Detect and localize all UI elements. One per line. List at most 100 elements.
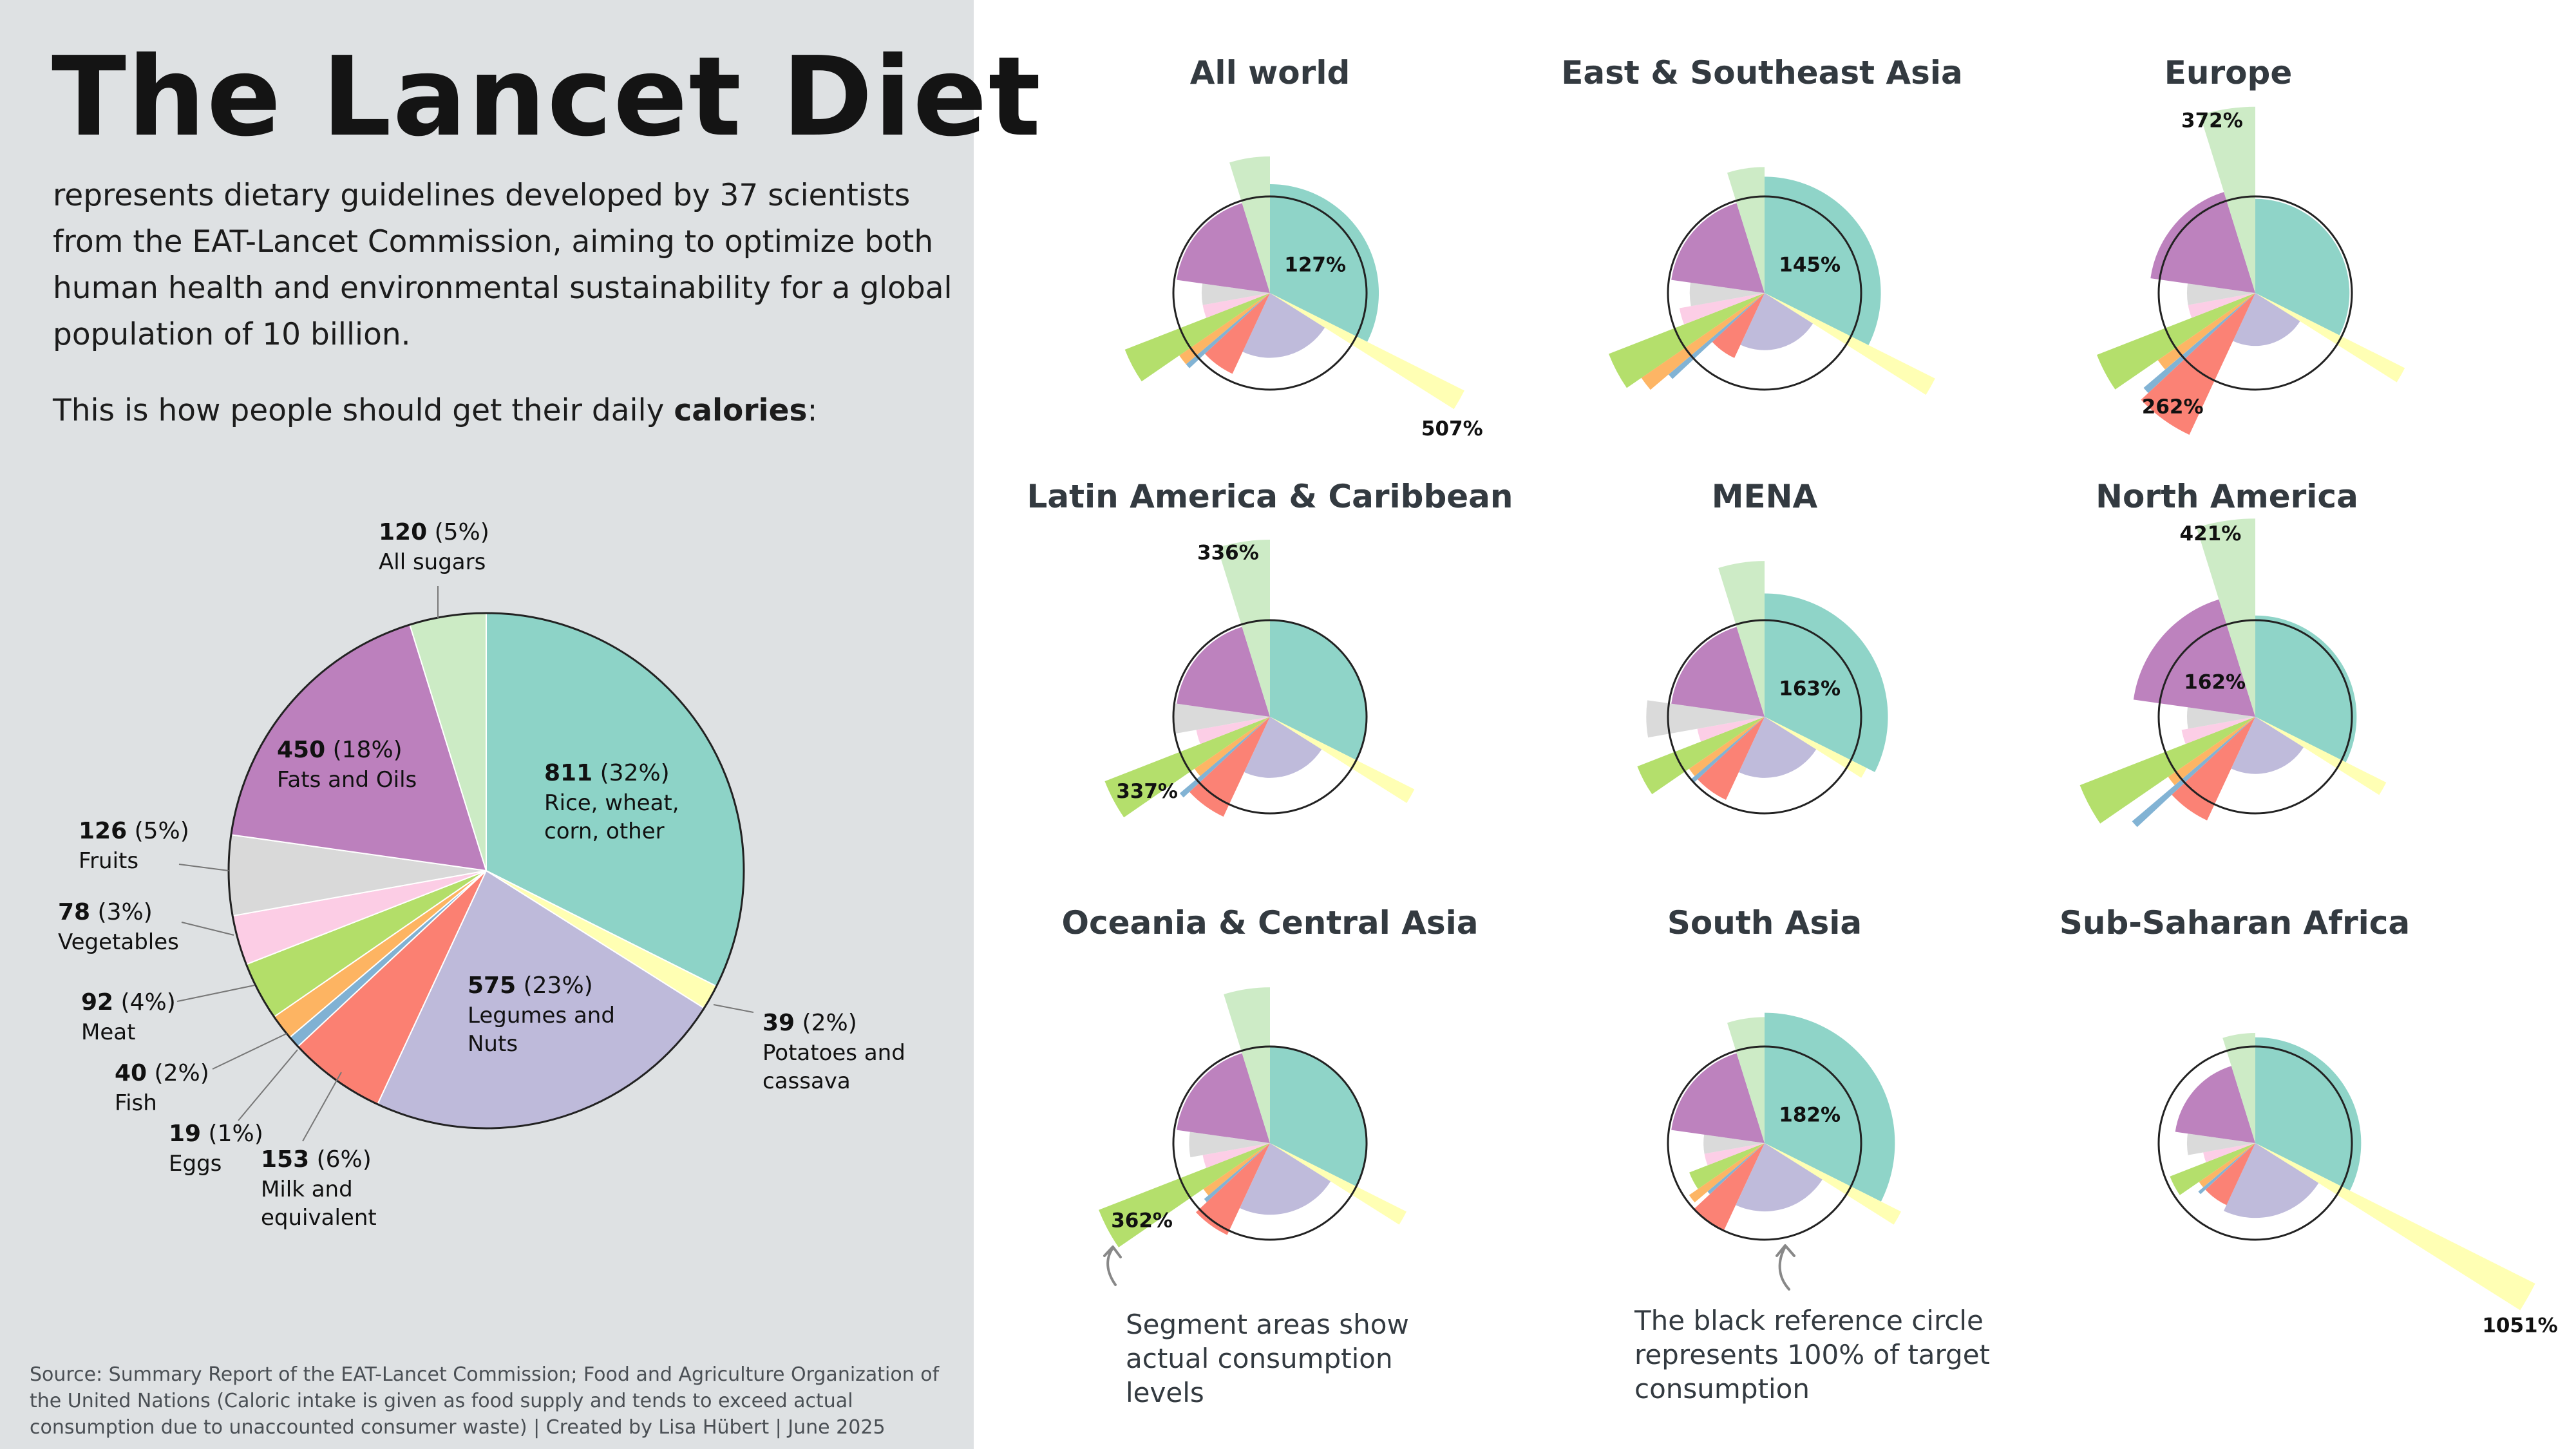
segment-meat [1637, 717, 1765, 795]
segment-eggs [2132, 717, 2255, 828]
reference-circle [1172, 1045, 1368, 1241]
segment-meat [1124, 293, 1270, 382]
slice-kcal-potatoes: 39 [762, 1010, 795, 1036]
slice-value-label-legumes: 575 (23%) [468, 972, 593, 999]
slice-name-line: Fish [115, 1090, 157, 1116]
segment-potatoes [2255, 717, 2387, 795]
arrow-reference-circle [1778, 1245, 1790, 1291]
segment-meat [1099, 1143, 1270, 1247]
arrowhead-segment-areas [1103, 1245, 1122, 1258]
segment-vegetables [1202, 293, 1270, 318]
region-title: Oceania & Central Asia [1061, 904, 1478, 942]
region-title: Europe [2164, 54, 2292, 91]
segment-eggs [1707, 1143, 1765, 1195]
segment-legumes [1739, 717, 1817, 778]
segment-fruits [1689, 282, 1765, 307]
segment-potatoes [1270, 717, 1415, 803]
reference-circle [2157, 1045, 2353, 1241]
segment-fish [1194, 717, 1270, 777]
segment-sugars [2196, 518, 2255, 717]
source-note: Source: Summary Report of the EAT-Lancet… [30, 1363, 940, 1439]
segment-fruits [1201, 283, 1270, 305]
slice-kcal-vegetables: 78 [58, 899, 90, 925]
segment-milk [1196, 1143, 1270, 1235]
segment-fruits [1703, 1134, 1765, 1154]
segment-grains [1270, 620, 1367, 761]
slice-name-line: corn, other [544, 819, 665, 844]
region-chart-mena: MENA 163% [1637, 478, 1888, 815]
segment-milk [1694, 1143, 1765, 1231]
slice-value-label-milk: 153 (6%) [261, 1146, 372, 1173]
percent-label-grains: 182% [1779, 1104, 1841, 1127]
segment-eggs [1690, 717, 1765, 783]
segment-legumes [1242, 293, 1325, 358]
segment-vegetables [1202, 1143, 1270, 1168]
segment-eggs [1186, 293, 1270, 368]
segment-milk [1204, 293, 1270, 374]
segment-fish [2157, 293, 2255, 370]
segment-fish [1689, 1143, 1765, 1203]
leader-line-potatoes [713, 1004, 754, 1013]
percent-label-grains: 145% [1779, 254, 1841, 277]
segment-fats [1177, 1053, 1270, 1143]
region-chart-oceania-central-asia: Oceania & Central Asia 362% [1061, 904, 1479, 1247]
leader-line-vegetables [181, 922, 234, 936]
reference-circle [1172, 195, 1368, 391]
slice-name-line: Milk and [261, 1177, 353, 1202]
slice-value-label-eggs: 19 (1%) [169, 1121, 263, 1147]
segment-fruits [1173, 703, 1270, 734]
slice-pct-grains: (32%) [592, 760, 670, 786]
slice-pct-milk: (6%) [309, 1146, 372, 1173]
slice-value-label-vegetables: 78 (3%) [58, 899, 153, 925]
segment-eggs [1179, 717, 1270, 798]
segment-legumes [1740, 293, 1813, 350]
segment-meat [2097, 293, 2255, 390]
slice-name-line: Vegetables [58, 929, 179, 955]
segment-fish [1203, 1143, 1270, 1196]
percent-label-milk: 262% [2142, 395, 2204, 419]
segment-meat [1609, 293, 1765, 388]
slice-kcal-fruits: 126 [79, 818, 127, 844]
segment-fats [1671, 627, 1765, 717]
segment-potatoes [1765, 293, 1935, 395]
segment-grains [1765, 593, 1888, 772]
segment-grains [2255, 198, 2350, 336]
region-title: North America [2096, 478, 2358, 515]
slice-value-label-fats: 450 (18%) [277, 737, 402, 763]
slice-name-line: Nuts [468, 1031, 518, 1057]
region-chart-latin-america-caribbean: Latin America & Caribbean 336% 337% [1027, 478, 1513, 818]
region-chart-europe: Europe 372% 262% [2097, 54, 2405, 435]
segment-fish [1179, 293, 1270, 365]
segment-fish [1689, 717, 1765, 777]
page-title: The Lancet Diet [52, 33, 1043, 161]
segment-fats [1177, 627, 1270, 717]
segment-fruits [2186, 283, 2255, 305]
slice-value-label-meat: 92 (4%) [81, 989, 176, 1016]
slice-name-line: equivalent [261, 1205, 377, 1231]
segment-sugars [1727, 1017, 1765, 1143]
slice-value-label-fish: 40 (2%) [115, 1060, 209, 1086]
segment-eggs [2143, 293, 2255, 393]
percent-label-potatoes: 1051% [2482, 1314, 2557, 1337]
segment-fish [2199, 1143, 2255, 1188]
segment-potatoes [1270, 293, 1464, 410]
segment-legumes [1736, 1143, 1823, 1212]
region-title: Latin America & Caribbean [1027, 478, 1513, 515]
slice-pct-fruits: (5%) [127, 818, 189, 844]
slice-name-line: Rice, wheat, [544, 790, 679, 816]
slice-name-line: Potatoes and [762, 1040, 905, 1066]
leader-line-fish [212, 1033, 287, 1070]
prompt-bold-word: calories [674, 393, 808, 428]
region-title: All world [1190, 54, 1350, 91]
slice-name-label-vegetables: Vegetables [58, 929, 179, 955]
segment-sugars [1224, 987, 1270, 1143]
slice-value-label-sugars: 120 (5%) [379, 519, 489, 545]
segment-meat [1689, 1143, 1765, 1189]
segment-meat [2170, 1143, 2255, 1195]
segment-legumes [2231, 717, 2304, 774]
segment-vegetables [2188, 293, 2255, 318]
percent-label-potatoes: 507% [1421, 417, 1483, 440]
calories-prompt: This is how people should get their dail… [53, 393, 817, 428]
percent-label-meat: 337% [1116, 780, 1178, 803]
